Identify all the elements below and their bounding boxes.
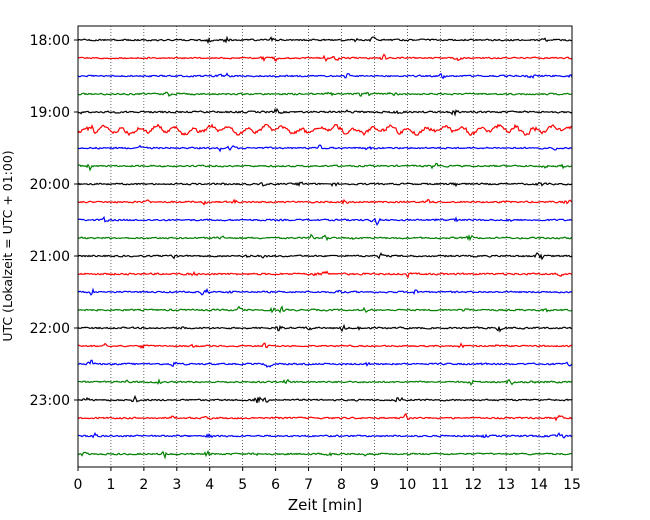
seismogram-trace xyxy=(77,107,573,117)
x-axis-label: Zeit [min] xyxy=(288,496,362,514)
y-axis-ticks: 18:00 19:00 20:00 21:00 22:00 23:00 xyxy=(30,33,78,409)
x-tick-label: 11 xyxy=(431,477,449,493)
seismogram-trace xyxy=(77,123,573,137)
x-tick-label: 0 xyxy=(74,477,83,493)
plot-frame xyxy=(77,25,573,468)
seismogram-trace xyxy=(77,378,573,386)
seismogram-trace xyxy=(77,432,573,439)
x-tick-label: 4 xyxy=(205,477,214,493)
seismogram-trace xyxy=(77,342,573,350)
seismogram-trace xyxy=(77,270,573,279)
y-tick-label: 19:00 xyxy=(30,105,70,121)
plot-background xyxy=(78,26,572,467)
seismogram-trace xyxy=(77,449,573,460)
y-tick-label: 18:00 xyxy=(30,33,70,49)
x-tick-label: 1 xyxy=(106,477,115,493)
seismogram-trace xyxy=(77,215,573,226)
x-tick-label: 14 xyxy=(530,477,548,493)
seismogram-trace xyxy=(77,35,573,45)
x-tick-label: 3 xyxy=(172,477,181,493)
x-tick-label: 7 xyxy=(304,477,313,493)
x-tick-label: 5 xyxy=(238,477,247,493)
seismogram-trace xyxy=(77,162,573,172)
seismogram-trace xyxy=(77,394,573,404)
x-tick-label: 12 xyxy=(464,477,482,493)
seismogram-trace xyxy=(77,287,573,296)
x-axis-ticks: 0 1 2 3 4 5 6 7 8 9 10 11 12 13 14 15 xyxy=(74,467,581,493)
x-tick-label: 10 xyxy=(398,477,416,493)
x-tick-label: 2 xyxy=(139,477,148,493)
seismogram-trace xyxy=(77,359,573,368)
y-tick-label: 22:00 xyxy=(30,321,70,337)
y-tick-label: 20:00 xyxy=(30,177,70,193)
seismogram-trace xyxy=(77,72,573,80)
traces xyxy=(77,35,573,460)
seismogram-trace xyxy=(77,181,573,188)
x-tick-label: 8 xyxy=(337,477,346,493)
y-tick-label: 21:00 xyxy=(30,249,70,265)
seismogram-trace xyxy=(77,252,573,261)
x-tick-label: 15 xyxy=(563,477,581,493)
seismogram-trace xyxy=(77,305,573,314)
seismogram-trace xyxy=(77,144,573,153)
y-tick-label: 23:00 xyxy=(30,393,70,409)
seismogram-trace xyxy=(77,91,573,98)
x-tick-label: 9 xyxy=(370,477,379,493)
seismogram-trace xyxy=(77,323,573,333)
seismogram-trace xyxy=(77,233,573,242)
seismogram-trace xyxy=(77,53,573,63)
seismogram-trace xyxy=(77,412,573,422)
y-axis-label: UTC (Lokalzeit = UTC + 01:00) xyxy=(0,150,15,341)
x-tick-label: 13 xyxy=(497,477,515,493)
seismogram-trace xyxy=(77,198,573,206)
x-tick-label: 6 xyxy=(271,477,280,493)
